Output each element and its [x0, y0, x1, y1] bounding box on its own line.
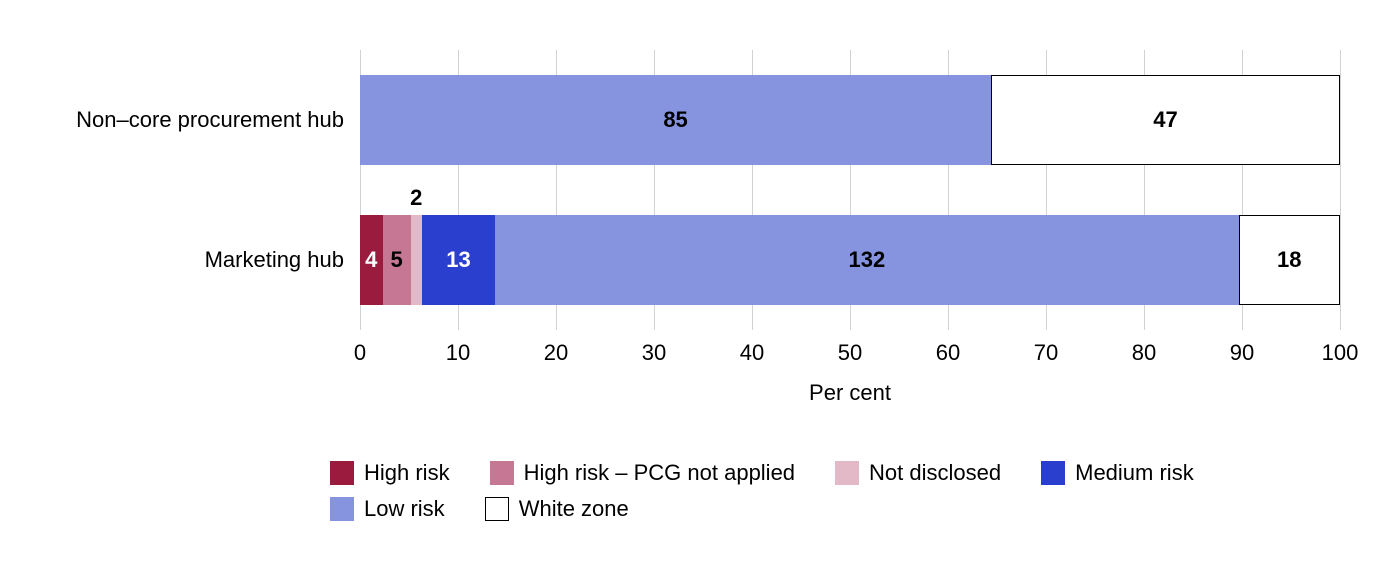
bar-row: Marketing hub4521313218: [360, 215, 1340, 305]
category-label: Non–core procurement hub: [76, 107, 344, 133]
bar-value-label: 13: [446, 247, 470, 273]
x-tick-label: 0: [354, 340, 366, 366]
bar-segment: 18: [1239, 215, 1340, 305]
x-tick-label: 20: [544, 340, 568, 366]
bar-value-label: 4: [365, 247, 377, 273]
bar-segment: 132: [495, 215, 1238, 305]
legend-label: Low risk: [364, 496, 445, 522]
bar-value-label: 132: [848, 247, 885, 273]
category-label: Marketing hub: [205, 247, 344, 273]
x-tick-label: 40: [740, 340, 764, 366]
legend: High risk High risk – PCG not applied Not …: [330, 460, 1310, 522]
x-axis-title: Per cent: [809, 380, 891, 406]
legend-swatch: [835, 461, 859, 485]
legend-item: Not disclosed: [835, 460, 1001, 486]
legend-label: High risk: [364, 460, 450, 486]
legend-swatch: [485, 497, 509, 521]
legend-label: Not disclosed: [869, 460, 1001, 486]
legend-item: Low risk: [330, 496, 445, 522]
x-tick-label: 80: [1132, 340, 1156, 366]
bar-segment: 85: [360, 75, 991, 165]
legend-item: High risk – PCG not applied: [490, 460, 795, 486]
legend-swatch: [330, 497, 354, 521]
bar-segment: [411, 215, 422, 305]
bar-value-label: 85: [663, 107, 687, 133]
legend-label: High risk – PCG not applied: [524, 460, 795, 486]
bar-value-label: 18: [1277, 247, 1301, 273]
legend-swatch: [330, 461, 354, 485]
legend-label: White zone: [519, 496, 629, 522]
x-tick-label: 100: [1322, 340, 1359, 366]
bar-value-label: 47: [1153, 107, 1177, 133]
plot-area: 0102030405060708090100Per centNon–core p…: [360, 50, 1340, 330]
bar-segment: 5: [383, 215, 411, 305]
x-tick-label: 90: [1230, 340, 1254, 366]
legend-swatch: [490, 461, 514, 485]
legend-label: Medium risk: [1075, 460, 1194, 486]
x-tick-label: 10: [446, 340, 470, 366]
bar-value-label: 2: [410, 185, 422, 211]
bar-row: Non–core procurement hub8547: [360, 75, 1340, 165]
x-tick-label: 50: [838, 340, 862, 366]
bar-segment: 4: [360, 215, 383, 305]
bar-segment: 13: [422, 215, 495, 305]
bar-segment: 47: [991, 75, 1340, 165]
legend-item: High risk: [330, 460, 450, 486]
chart-container: 0 10 20 30 40 50 60 70 80 90 100 Per cent Non–core p…: [0, 0, 1378, 580]
x-tick-label: 60: [936, 340, 960, 366]
legend-swatch: [1041, 461, 1065, 485]
gridline: [1340, 50, 1341, 330]
x-tick-label: 30: [642, 340, 666, 366]
bar-value-label: 5: [390, 247, 402, 273]
legend-item: Medium risk: [1041, 460, 1194, 486]
x-tick-label: 70: [1034, 340, 1058, 366]
legend-item: White zone: [485, 496, 629, 522]
x-axis: 0102030405060708090100Per cent: [360, 330, 1340, 370]
